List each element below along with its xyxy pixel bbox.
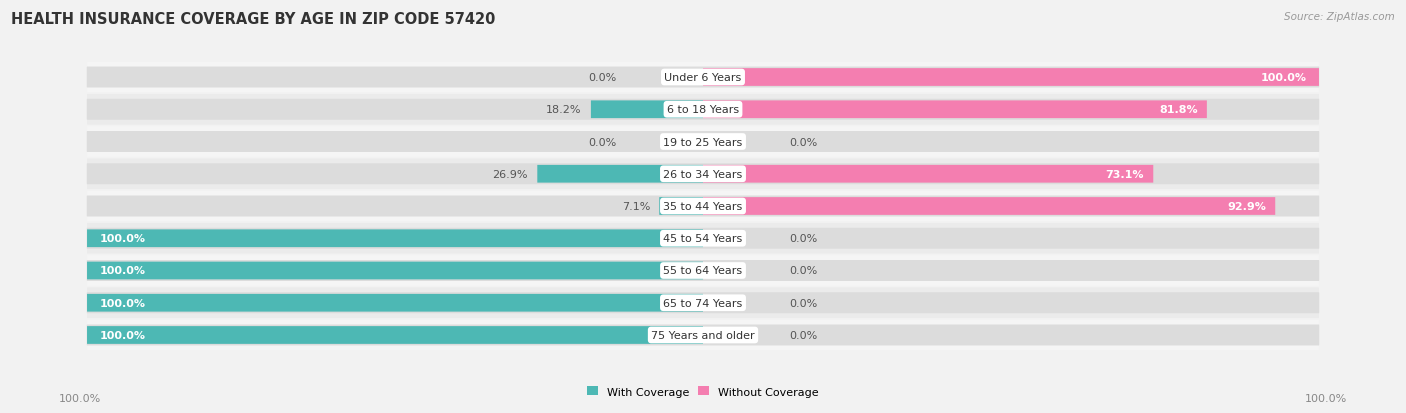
FancyBboxPatch shape	[87, 320, 1319, 351]
Text: 7.1%: 7.1%	[621, 202, 650, 211]
Text: 18.2%: 18.2%	[546, 105, 582, 115]
Text: Source: ZipAtlas.com: Source: ZipAtlas.com	[1284, 12, 1395, 22]
Text: 75 Years and older: 75 Years and older	[651, 330, 755, 340]
Text: 100.0%: 100.0%	[100, 234, 145, 244]
FancyBboxPatch shape	[87, 326, 703, 344]
Text: 0.0%: 0.0%	[789, 266, 817, 276]
FancyBboxPatch shape	[87, 191, 1319, 222]
FancyBboxPatch shape	[703, 166, 1153, 183]
Legend: With Coverage, Without Coverage: With Coverage, Without Coverage	[588, 387, 818, 396]
Text: 55 to 64 Years: 55 to 64 Years	[664, 266, 742, 276]
FancyBboxPatch shape	[87, 223, 1319, 254]
FancyBboxPatch shape	[659, 198, 703, 215]
Text: 100.0%: 100.0%	[100, 298, 145, 308]
Text: 92.9%: 92.9%	[1227, 202, 1265, 211]
Text: 0.0%: 0.0%	[789, 298, 817, 308]
FancyBboxPatch shape	[537, 166, 703, 183]
Text: 0.0%: 0.0%	[789, 330, 817, 340]
FancyBboxPatch shape	[87, 95, 1319, 125]
FancyBboxPatch shape	[703, 198, 1275, 215]
Text: 73.1%: 73.1%	[1105, 169, 1144, 179]
Text: 26 to 34 Years: 26 to 34 Years	[664, 169, 742, 179]
FancyBboxPatch shape	[591, 101, 703, 119]
Text: 19 to 25 Years: 19 to 25 Years	[664, 137, 742, 147]
FancyBboxPatch shape	[87, 100, 1319, 121]
FancyBboxPatch shape	[87, 325, 1319, 346]
Text: 100.0%: 100.0%	[1261, 73, 1306, 83]
Text: Under 6 Years: Under 6 Years	[665, 73, 741, 83]
Text: 45 to 54 Years: 45 to 54 Years	[664, 234, 742, 244]
FancyBboxPatch shape	[87, 62, 1319, 93]
Text: 0.0%: 0.0%	[589, 73, 617, 83]
FancyBboxPatch shape	[87, 164, 1319, 185]
FancyBboxPatch shape	[87, 67, 1319, 88]
FancyBboxPatch shape	[87, 127, 1319, 157]
FancyBboxPatch shape	[703, 69, 1319, 87]
FancyBboxPatch shape	[87, 159, 1319, 190]
Text: HEALTH INSURANCE COVERAGE BY AGE IN ZIP CODE 57420: HEALTH INSURANCE COVERAGE BY AGE IN ZIP …	[11, 12, 496, 27]
Text: 26.9%: 26.9%	[492, 169, 529, 179]
FancyBboxPatch shape	[87, 230, 703, 247]
Text: 81.8%: 81.8%	[1159, 105, 1198, 115]
Text: 0.0%: 0.0%	[789, 137, 817, 147]
Text: 100.0%: 100.0%	[100, 330, 145, 340]
FancyBboxPatch shape	[87, 256, 1319, 286]
FancyBboxPatch shape	[87, 228, 1319, 249]
Text: 100.0%: 100.0%	[100, 266, 145, 276]
FancyBboxPatch shape	[87, 132, 1319, 153]
Text: 65 to 74 Years: 65 to 74 Years	[664, 298, 742, 308]
FancyBboxPatch shape	[703, 101, 1206, 119]
FancyBboxPatch shape	[87, 260, 1319, 281]
FancyBboxPatch shape	[87, 262, 703, 280]
FancyBboxPatch shape	[87, 294, 703, 312]
Text: 0.0%: 0.0%	[589, 137, 617, 147]
FancyBboxPatch shape	[87, 288, 1319, 318]
Text: 100.0%: 100.0%	[1305, 393, 1347, 403]
Text: 0.0%: 0.0%	[789, 234, 817, 244]
FancyBboxPatch shape	[87, 292, 1319, 313]
Text: 100.0%: 100.0%	[59, 393, 101, 403]
Text: 6 to 18 Years: 6 to 18 Years	[666, 105, 740, 115]
FancyBboxPatch shape	[87, 196, 1319, 217]
Text: 35 to 44 Years: 35 to 44 Years	[664, 202, 742, 211]
